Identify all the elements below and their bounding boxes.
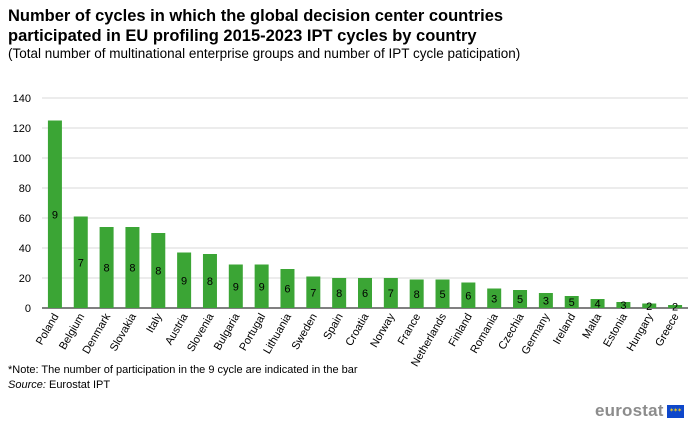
- bar: [513, 290, 528, 308]
- x-tick-label: Malta: [580, 311, 604, 341]
- bar: [280, 269, 295, 308]
- x-tick-label: Ireland: [551, 312, 578, 347]
- bar: [487, 288, 502, 308]
- bar-data-label: 8: [336, 288, 342, 300]
- bar-data-label: 8: [414, 289, 420, 301]
- bar-data-label: 9: [181, 275, 187, 287]
- bar-data-label: 8: [207, 276, 213, 288]
- chart-note: *Note: The number of participation in th…: [8, 364, 358, 376]
- bar-data-label: 2: [646, 301, 652, 313]
- bar: [642, 303, 657, 308]
- bar-data-label: 9: [259, 281, 265, 293]
- bar: [358, 278, 372, 308]
- bar-data-label: 3: [491, 293, 497, 305]
- y-tick-label: 100: [13, 153, 31, 165]
- bar-data-label: 8: [129, 263, 135, 275]
- bar-data-label: 5: [517, 294, 523, 306]
- x-tick-label: Greece: [653, 312, 681, 349]
- bar-data-label: 6: [362, 288, 368, 300]
- chart-source: Source: Eurostat IPT: [8, 378, 110, 392]
- bar: [668, 305, 683, 308]
- bar: [254, 264, 269, 308]
- x-tick-label: Italy: [144, 311, 165, 335]
- bar: [409, 279, 424, 308]
- bar: [306, 276, 321, 308]
- bar-data-label: 7: [388, 288, 394, 300]
- bar-data-label: 7: [78, 257, 84, 269]
- x-tick-label: Spain: [321, 312, 345, 342]
- bar-data-label: 6: [284, 284, 290, 296]
- bar: [590, 299, 605, 308]
- bar-data-label: 8: [155, 266, 161, 278]
- bar-data-label: 8: [104, 263, 110, 275]
- bar: [461, 282, 476, 308]
- bar: [125, 227, 140, 308]
- source-text: Eurostat IPT: [45, 379, 111, 391]
- bar: [564, 296, 579, 308]
- bar-data-label: 4: [594, 299, 600, 311]
- bar: [538, 293, 553, 308]
- bar-data-label: 3: [620, 300, 626, 312]
- x-tick-label: Sweden: [290, 312, 320, 352]
- bar-data-label: 3: [543, 296, 549, 308]
- y-tick-label: 20: [19, 273, 31, 285]
- logo-text: eurostat: [595, 401, 664, 420]
- bar-data-label: 9: [233, 281, 239, 293]
- source-label: Source:: [8, 379, 46, 391]
- bar: [332, 278, 347, 308]
- bar-data-label: 5: [439, 289, 445, 301]
- bar: [99, 227, 114, 308]
- y-tick-label: 0: [25, 303, 31, 315]
- bar-data-label: 6: [465, 290, 471, 302]
- x-tick-label: France: [396, 312, 424, 348]
- x-tick-label: Norway: [368, 311, 397, 350]
- chart-title: Number of cycles in which the global dec…: [8, 7, 504, 45]
- bar: [228, 264, 243, 308]
- bar-data-label: 9: [52, 209, 58, 221]
- eurostat-logo: eurostat ✶✶✶: [595, 401, 684, 421]
- bar-data-label: 7: [310, 287, 316, 299]
- y-tick-label: 80: [19, 183, 31, 195]
- bar: [47, 120, 62, 308]
- bar-data-label: 2: [672, 302, 678, 314]
- bar: [383, 278, 398, 308]
- bar-data-label: 5: [569, 297, 575, 309]
- y-tick-label: 40: [19, 243, 31, 255]
- y-tick-label: 120: [13, 123, 31, 135]
- eu-flag-icon: ✶✶✶: [666, 404, 684, 418]
- x-tick-label: Austria: [163, 311, 191, 347]
- bar: [616, 302, 631, 308]
- chart-subtitle: (Total number of multinational enterpris…: [8, 46, 521, 61]
- y-tick-label: 60: [19, 213, 31, 225]
- bar: [177, 252, 192, 308]
- x-tick-label: Croatia: [343, 311, 372, 348]
- bar: [151, 233, 166, 308]
- bar: [202, 254, 217, 308]
- x-tick-label: Poland: [34, 312, 62, 348]
- y-tick-label: 140: [13, 93, 31, 105]
- bar: [73, 216, 88, 308]
- bar: [435, 279, 450, 308]
- x-tick-label: Finland: [447, 312, 475, 349]
